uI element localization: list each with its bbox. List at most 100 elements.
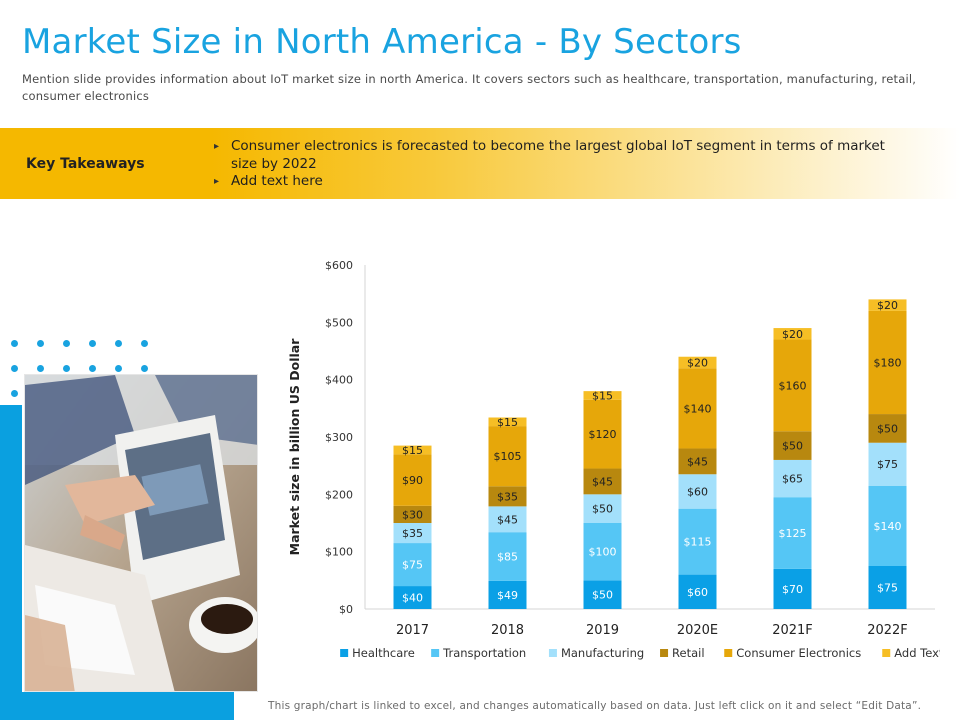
data-label: $49 <box>497 589 518 602</box>
bar-segment <box>583 391 622 400</box>
data-label: $75 <box>402 559 423 572</box>
bar-segment <box>678 448 717 475</box>
data-label: $140 <box>684 402 712 415</box>
data-label: $60 <box>687 586 708 599</box>
y-tick-label: $500 <box>325 316 353 329</box>
data-label: $45 <box>687 455 708 468</box>
bar-segment <box>583 468 622 495</box>
decorative-dots <box>11 340 161 400</box>
legend-label: Transportation <box>442 646 526 660</box>
x-tick-label: 2019 <box>586 623 619 638</box>
data-label: $105 <box>494 450 522 463</box>
data-label: $15 <box>402 444 423 457</box>
bar-segment <box>868 414 907 443</box>
bar-segment <box>488 532 527 581</box>
bar-segment <box>868 310 907 415</box>
bar-segment <box>488 417 527 427</box>
bar-segment <box>773 431 812 460</box>
accent-block <box>0 405 22 720</box>
y-tick-label: $200 <box>325 488 353 501</box>
bar-segment <box>868 299 907 311</box>
data-label: $160 <box>779 379 807 392</box>
data-label: $45 <box>592 475 613 488</box>
legend-label: Healthcare <box>352 646 415 660</box>
legend-label: Consumer Electronics <box>736 646 861 660</box>
data-label: $15 <box>592 389 613 402</box>
y-tick-label: $0 <box>339 603 353 616</box>
bar-segment <box>583 580 622 609</box>
bar-segment <box>773 497 812 569</box>
data-label: $30 <box>402 508 423 521</box>
data-label: $70 <box>782 583 803 596</box>
bar-segment <box>773 339 812 432</box>
legend-swatch <box>660 649 669 657</box>
y-tick-label: $600 <box>325 259 353 272</box>
key-takeaways-label: Key Takeaways <box>26 156 145 172</box>
legend-swatch <box>340 649 349 657</box>
page-title: Market Size in North America - By Sector… <box>22 22 742 62</box>
data-label: $50 <box>877 422 898 435</box>
bar-segment <box>583 399 622 469</box>
bar-segment <box>488 506 527 533</box>
bar-segment <box>678 368 717 449</box>
data-label: $20 <box>782 328 803 341</box>
bar-segment <box>393 454 432 506</box>
page-subtitle: Mention slide provides information about… <box>22 72 917 103</box>
x-tick-label: 2017 <box>396 623 429 638</box>
data-label: $125 <box>779 527 807 540</box>
bar-segment <box>393 505 432 523</box>
data-label: $60 <box>687 485 708 498</box>
data-label: $50 <box>782 440 803 453</box>
stacked-bar-chart: $0 $100 $200 $300 $400 $500 $600 Market size in… <box>287 259 940 660</box>
data-label: $75 <box>877 458 898 471</box>
key-takeaways-list: Consumer electronics is forecasted to be… <box>214 138 914 191</box>
bar-segment <box>488 580 527 609</box>
y-axis-title: Market size in billion US Dollar <box>287 338 302 556</box>
bar-segment <box>678 356 717 369</box>
legend-swatch <box>431 649 440 657</box>
data-label: $65 <box>782 473 803 486</box>
bar-segment <box>678 508 717 575</box>
chart-footnote: This graph/chart is linked to excel, and… <box>268 700 922 712</box>
x-tick-label: 2018 <box>491 623 524 638</box>
data-label: $20 <box>877 299 898 312</box>
accent-block-bottom <box>22 692 234 720</box>
y-tick-label: $100 <box>325 546 353 559</box>
data-label: $35 <box>497 490 518 503</box>
bar-segment <box>393 445 432 455</box>
x-tick-label: 2020E <box>677 623 718 638</box>
bar-segment <box>583 494 622 523</box>
legend-label: Manufacturing <box>561 646 644 660</box>
legend-swatch <box>882 649 891 657</box>
x-tick-label: 2021F <box>772 623 813 638</box>
legend-label: Retail <box>672 646 705 660</box>
data-label: $100 <box>589 546 617 559</box>
data-label: $15 <box>497 416 518 429</box>
bar-segment <box>488 426 527 487</box>
x-tick-label: 2022F <box>867 623 908 638</box>
legend-swatch <box>724 649 733 657</box>
bar-segment <box>583 523 622 581</box>
data-label: $120 <box>589 428 617 441</box>
data-label: $50 <box>592 503 613 516</box>
data-label: $20 <box>687 356 708 369</box>
takeaway-item: Add text here <box>214 173 914 191</box>
data-label: $115 <box>684 536 712 549</box>
bar-segment <box>393 523 432 544</box>
bar-segment <box>773 328 812 340</box>
y-tick-label: $300 <box>325 431 353 444</box>
bar-segment <box>868 485 907 566</box>
data-label: $85 <box>497 551 518 564</box>
business-meeting-photo <box>24 374 258 692</box>
bar-segment <box>393 586 432 609</box>
bar-segment <box>678 574 717 609</box>
data-label: $180 <box>874 356 902 369</box>
data-label: $45 <box>497 513 518 526</box>
takeaway-item: Consumer electronics is forecasted to be… <box>214 138 914 173</box>
bar-segment <box>393 543 432 587</box>
bar-segment <box>678 474 717 509</box>
data-label: $90 <box>402 474 423 487</box>
legend-swatch <box>548 649 557 657</box>
bar-segment <box>773 459 812 498</box>
data-label: $140 <box>874 520 902 533</box>
